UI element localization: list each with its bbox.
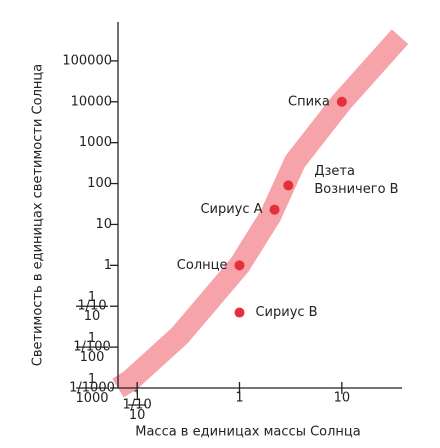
star-label: Сириус В [255,305,317,320]
star-point [234,260,245,271]
star-label: Дзета [314,164,355,179]
y-tick-label: 10 [95,217,112,232]
y-axis-title: Светимость в единицах светимости Солнца [31,64,46,366]
y-tick-label: 1000 [79,135,112,150]
y-tick-label: 100000 [62,53,112,68]
star-label: Сириус А [200,202,262,217]
star-label: Спика [288,94,330,109]
main-sequence-band [112,29,409,398]
x-axis-title: Масса в единицах массы Солнца [135,425,361,440]
star-point [234,307,245,318]
x-tick-label: 1 [235,391,243,406]
star-point [336,96,347,107]
x-tick-label: 10 [334,391,351,406]
star-label: Возничего В [314,182,398,197]
y-tick-label: 10000 [71,94,112,109]
y-tick-label: 100 [87,176,112,191]
star-point [269,204,280,215]
star-point [283,180,294,191]
star-label: Солнце [177,258,228,273]
y-tick-label: 1 [104,258,112,273]
